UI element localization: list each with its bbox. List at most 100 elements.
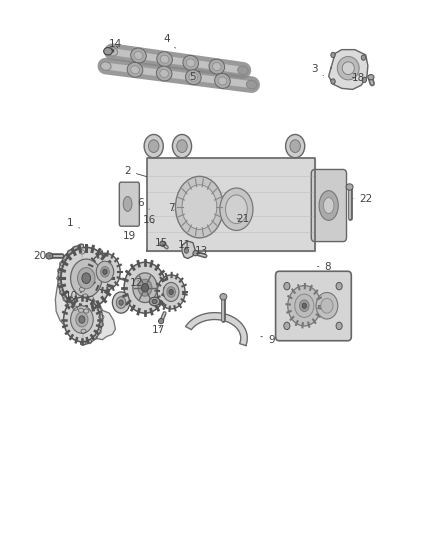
Ellipse shape bbox=[131, 66, 139, 74]
Ellipse shape bbox=[157, 275, 185, 309]
Ellipse shape bbox=[215, 74, 230, 88]
Ellipse shape bbox=[238, 66, 248, 75]
Ellipse shape bbox=[220, 294, 227, 300]
Ellipse shape bbox=[288, 286, 321, 326]
Ellipse shape bbox=[78, 268, 95, 289]
Ellipse shape bbox=[187, 59, 195, 67]
Ellipse shape bbox=[101, 62, 111, 70]
Ellipse shape bbox=[176, 176, 223, 238]
Ellipse shape bbox=[156, 66, 172, 81]
Ellipse shape bbox=[173, 134, 191, 158]
Ellipse shape bbox=[149, 297, 160, 306]
Text: 11: 11 bbox=[177, 240, 191, 251]
Text: 15: 15 bbox=[155, 238, 168, 248]
Ellipse shape bbox=[103, 269, 107, 274]
Text: 20: 20 bbox=[33, 251, 50, 261]
Text: 7: 7 bbox=[168, 203, 174, 213]
Ellipse shape bbox=[160, 55, 169, 63]
Ellipse shape bbox=[123, 197, 132, 212]
Ellipse shape bbox=[159, 318, 164, 324]
Ellipse shape bbox=[101, 266, 110, 277]
Ellipse shape bbox=[184, 248, 188, 253]
Ellipse shape bbox=[113, 292, 130, 313]
Ellipse shape bbox=[177, 140, 187, 152]
Ellipse shape bbox=[134, 51, 143, 60]
Ellipse shape bbox=[284, 322, 290, 329]
Ellipse shape bbox=[189, 73, 198, 81]
Ellipse shape bbox=[160, 69, 169, 77]
Ellipse shape bbox=[96, 261, 114, 282]
Ellipse shape bbox=[247, 80, 257, 89]
Ellipse shape bbox=[71, 259, 102, 297]
Ellipse shape bbox=[319, 191, 338, 220]
Polygon shape bbox=[328, 50, 368, 90]
Text: 21: 21 bbox=[237, 214, 250, 224]
Ellipse shape bbox=[76, 312, 88, 327]
Ellipse shape bbox=[302, 303, 307, 309]
Ellipse shape bbox=[362, 77, 367, 83]
Ellipse shape bbox=[361, 55, 366, 60]
Ellipse shape bbox=[104, 47, 113, 55]
Ellipse shape bbox=[209, 59, 225, 74]
Ellipse shape bbox=[323, 198, 334, 214]
Ellipse shape bbox=[336, 322, 342, 329]
Ellipse shape bbox=[64, 297, 100, 342]
Ellipse shape bbox=[160, 241, 165, 246]
Ellipse shape bbox=[300, 300, 309, 312]
Ellipse shape bbox=[163, 282, 179, 302]
Ellipse shape bbox=[346, 184, 353, 190]
Ellipse shape bbox=[46, 253, 53, 259]
Polygon shape bbox=[55, 278, 116, 340]
Ellipse shape bbox=[368, 75, 374, 80]
Ellipse shape bbox=[295, 294, 314, 317]
Ellipse shape bbox=[116, 297, 126, 309]
Ellipse shape bbox=[71, 306, 93, 333]
Text: 5: 5 bbox=[190, 71, 199, 82]
Text: 17: 17 bbox=[152, 325, 165, 335]
Ellipse shape bbox=[342, 62, 354, 75]
FancyBboxPatch shape bbox=[276, 271, 351, 341]
Text: 8: 8 bbox=[318, 262, 331, 271]
Ellipse shape bbox=[218, 77, 227, 85]
Polygon shape bbox=[186, 313, 247, 345]
Text: 19: 19 bbox=[123, 231, 136, 241]
Ellipse shape bbox=[90, 253, 120, 290]
Ellipse shape bbox=[331, 52, 335, 58]
Ellipse shape bbox=[321, 298, 333, 313]
Ellipse shape bbox=[119, 300, 123, 305]
Ellipse shape bbox=[193, 251, 198, 256]
Ellipse shape bbox=[144, 134, 163, 158]
Ellipse shape bbox=[337, 56, 359, 80]
Ellipse shape bbox=[183, 55, 198, 70]
Ellipse shape bbox=[226, 195, 247, 223]
Ellipse shape bbox=[336, 282, 342, 290]
Ellipse shape bbox=[212, 62, 221, 71]
Text: 12: 12 bbox=[130, 278, 143, 288]
Ellipse shape bbox=[331, 79, 335, 84]
Ellipse shape bbox=[141, 284, 148, 292]
Polygon shape bbox=[147, 158, 315, 251]
Text: 18: 18 bbox=[352, 73, 365, 83]
Text: 6: 6 bbox=[138, 198, 149, 209]
Ellipse shape bbox=[157, 52, 173, 67]
Ellipse shape bbox=[316, 293, 338, 319]
Ellipse shape bbox=[124, 262, 166, 313]
Ellipse shape bbox=[290, 140, 300, 152]
Ellipse shape bbox=[169, 289, 173, 295]
Ellipse shape bbox=[79, 316, 85, 323]
Text: 13: 13 bbox=[195, 246, 208, 256]
Ellipse shape bbox=[286, 134, 305, 158]
Ellipse shape bbox=[107, 47, 117, 56]
Text: 16: 16 bbox=[143, 215, 156, 225]
Polygon shape bbox=[182, 241, 195, 259]
Ellipse shape bbox=[152, 300, 157, 304]
Text: 22: 22 bbox=[354, 193, 373, 204]
Text: 10: 10 bbox=[64, 290, 82, 301]
Text: 1: 1 bbox=[67, 218, 79, 228]
Ellipse shape bbox=[167, 287, 176, 297]
Ellipse shape bbox=[148, 140, 159, 152]
Ellipse shape bbox=[127, 62, 143, 77]
Ellipse shape bbox=[131, 48, 146, 63]
FancyBboxPatch shape bbox=[119, 182, 139, 226]
Text: 3: 3 bbox=[311, 64, 323, 76]
